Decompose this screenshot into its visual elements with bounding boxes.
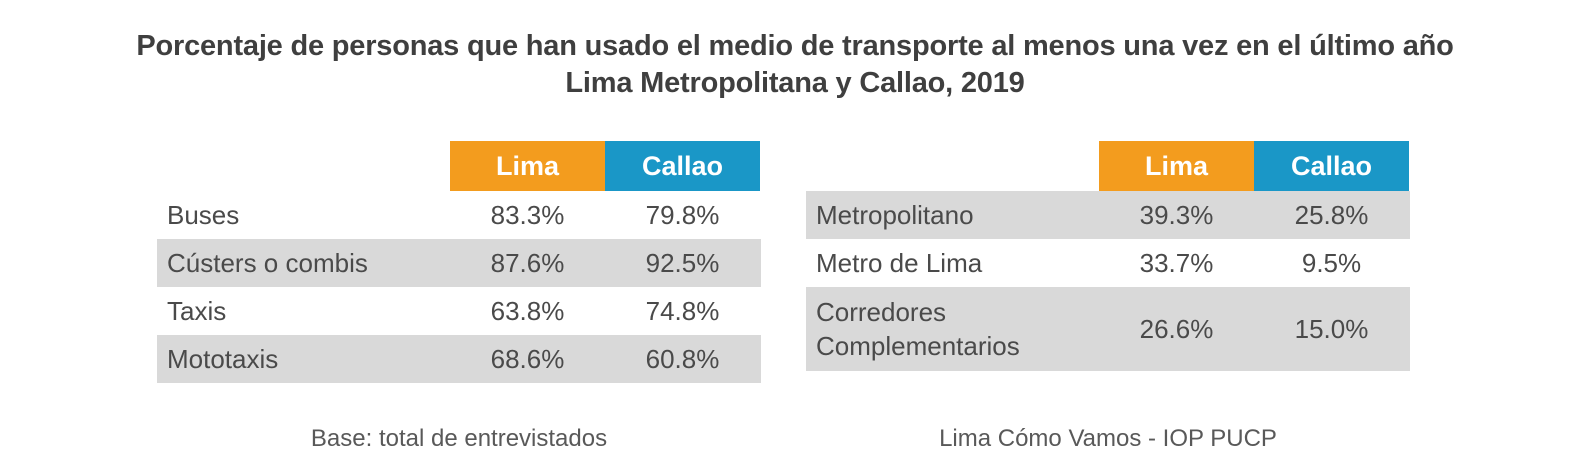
header-spacer — [157, 141, 450, 191]
table-row: Mototaxis 68.6% 60.8% — [157, 335, 761, 383]
table-header: Lima Callao — [157, 141, 761, 191]
table-traditional-transport: Lima Callao Buses 83.3% 79.8% Cústers o … — [157, 141, 761, 383]
column-header-callao: Callao — [605, 141, 760, 191]
value-callao: 25.8% — [1294, 199, 1369, 230]
row-label: Metro de Lima — [816, 248, 983, 278]
chart-title: Porcentaje de personas que han usado el … — [0, 28, 1590, 102]
row-label: Taxis — [167, 296, 227, 326]
chart-title-line-2: Lima Metropolitana y Callao, 2019 — [565, 67, 1025, 99]
value-callao: 9.5% — [1301, 247, 1362, 278]
column-header-callao: Callao — [1254, 141, 1409, 191]
row-label: Buses — [167, 200, 240, 230]
table-header: Lima Callao — [806, 141, 1410, 191]
table-row: Metro de Lima 33.7% 9.5% — [806, 239, 1410, 287]
value-callao: 74.8% — [645, 295, 720, 326]
value-callao: 92.5% — [645, 247, 720, 278]
table-row: Metropolitano 39.3% 25.8% — [806, 191, 1410, 239]
table-row: Corredores Complementarios 26.6% 15.0% — [806, 287, 1410, 371]
value-callao: 15.0% — [1294, 313, 1369, 344]
value-lima: 68.6% — [490, 343, 565, 374]
column-header-lima: Lima — [1099, 141, 1254, 191]
source-credit: Lima Cómo Vamos - IOP PUCP — [939, 425, 1277, 452]
row-label: Metropolitano — [816, 200, 974, 230]
value-callao: 60.8% — [645, 343, 720, 374]
row-label-line-1: Corredores — [816, 297, 947, 327]
value-lima: 87.6% — [490, 247, 565, 278]
value-lima: 83.3% — [490, 199, 565, 230]
chart-title-line-1: Porcentaje de personas que han usado el … — [136, 30, 1454, 62]
value-lima: 26.6% — [1139, 313, 1214, 344]
header-spacer — [806, 141, 1099, 191]
row-label: Mototaxis — [167, 344, 279, 374]
table-row: Buses 83.3% 79.8% — [157, 191, 761, 239]
value-lima: 39.3% — [1139, 199, 1214, 230]
column-header-lima: Lima — [450, 141, 605, 191]
row-label: Corredores Complementarios — [806, 295, 1099, 363]
value-callao: 79.8% — [645, 199, 720, 230]
value-lima: 33.7% — [1139, 247, 1214, 278]
table-row: Taxis 63.8% 74.8% — [157, 287, 761, 335]
footnote-base: Base: total de entrevistados — [310, 425, 608, 452]
row-label: Cústers o combis — [167, 248, 368, 278]
row-label-line-2: Complementarios — [816, 331, 1020, 361]
table-row: Cústers o combis 87.6% 92.5% — [157, 239, 761, 287]
table-mass-transit: Lima Callao Metropolitano 39.3% 25.8% Me… — [806, 141, 1410, 371]
value-lima: 63.8% — [490, 295, 565, 326]
